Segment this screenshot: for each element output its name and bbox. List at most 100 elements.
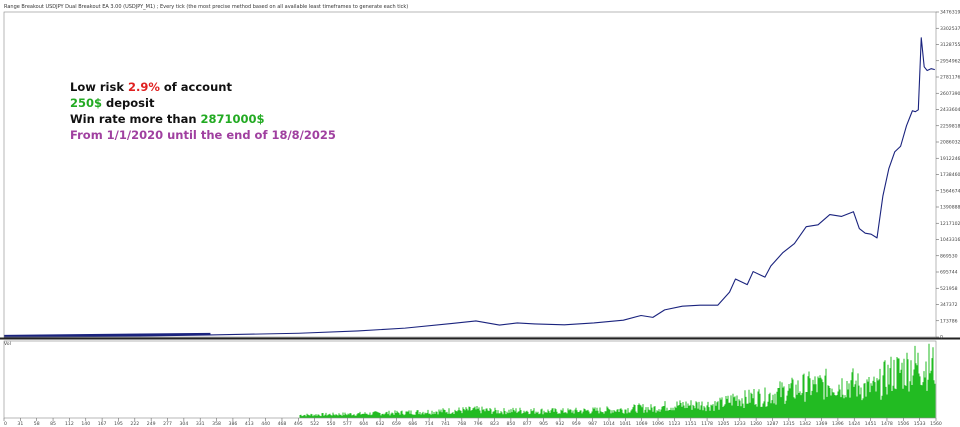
x-tick-label: 1205 — [718, 421, 730, 427]
x-tick-label: 1287 — [767, 421, 779, 427]
annotation-part: of account — [160, 80, 233, 94]
x-tick-label: 1369 — [816, 421, 828, 427]
y-tick-label: 1564674 — [940, 188, 960, 194]
y-tick-label: 1912246 — [940, 156, 960, 162]
y-tick-label: 1390888 — [940, 205, 960, 211]
y-tick-label: 1217102 — [940, 221, 960, 227]
x-tick-label: 1069 — [636, 421, 648, 427]
x-tick-label: 1560 — [930, 421, 942, 427]
y-tick-label: 2086032 — [940, 140, 960, 146]
x-tick-label: 386 — [229, 421, 238, 427]
x-tick-label: 959 — [572, 421, 581, 427]
x-tick-label: 1178 — [701, 421, 713, 427]
x-tick-label: 331 — [196, 421, 205, 427]
x-tick-label: 1478 — [881, 421, 893, 427]
x-tick-label: 741 — [441, 421, 450, 427]
annotation-part: 2.9% — [128, 80, 160, 94]
deposit-baseline — [3, 332, 211, 338]
y-tick-label: 3476319 — [940, 10, 960, 16]
balance-line — [3, 37, 935, 338]
volume-series — [299, 343, 936, 418]
annotation-part: From 1/1/2020 until the end of 18/8/2025 — [70, 128, 336, 142]
x-tick-label: 632 — [376, 421, 385, 427]
x-tick-label: 249 — [147, 421, 156, 427]
x-tick-label: 1096 — [652, 421, 664, 427]
y-tick-label: 695744 — [940, 270, 958, 276]
x-tick-label: 413 — [245, 421, 254, 427]
y-tick-label: 869530 — [940, 253, 958, 259]
y-tick-label: 3302537 — [940, 26, 960, 32]
x-tick-label: 686 — [408, 421, 417, 427]
volume-panel-frame — [3, 340, 937, 419]
x-tick-label: 604 — [359, 421, 368, 427]
x-tick-label: 1041 — [619, 421, 631, 427]
x-tick-label: 58 — [34, 421, 40, 427]
x-tick-label: 768 — [457, 421, 466, 427]
y-tick-label: 2607390 — [940, 91, 960, 97]
x-tick-label: 1396 — [832, 421, 844, 427]
y-tick-label: 173786 — [940, 318, 958, 324]
x-tick-label: 85 — [50, 421, 56, 427]
x-tick-label: 1533 — [914, 421, 926, 427]
x-tick-label: 522 — [310, 421, 319, 427]
x-tick-label: 796 — [474, 421, 483, 427]
y-tick-label: 1738460 — [940, 172, 960, 178]
x-tick-label: 987 — [588, 421, 597, 427]
annotation-line: Low risk 2.9% of account — [70, 80, 232, 94]
x-tick-label: 195 — [114, 421, 123, 427]
x-tick-label: 468 — [278, 421, 287, 427]
x-tick-label: 1260 — [750, 421, 762, 427]
x-tick-label: 222 — [130, 421, 139, 427]
y-tick-label: 1043316 — [940, 237, 960, 243]
x-tick-label: 1123 — [669, 421, 681, 427]
x-tick-label: 714 — [425, 421, 434, 427]
x-tick-label: 277 — [163, 421, 172, 427]
annotations: Low risk 2.9% of account 250$ deposit Win … — [70, 80, 336, 142]
annotation-line: Win rate more than 2871000$ — [70, 112, 265, 126]
annotation-part: deposit — [102, 96, 155, 110]
x-tick-label: 140 — [81, 421, 90, 427]
x-tick-label: 905 — [539, 421, 548, 427]
annotation-part: Win rate more than — [70, 112, 201, 126]
y-tick-label: 3128755 — [940, 42, 960, 48]
x-tick-label: 932 — [556, 421, 565, 427]
x-tick-label: 659 — [392, 421, 401, 427]
x-tick-label: 304 — [179, 421, 188, 427]
y-tick-label: 347372 — [940, 302, 958, 308]
y-tick-label: 521958 — [940, 286, 958, 292]
annotation-line: From 1/1/2020 until the end of 18/8/2025 — [70, 128, 336, 142]
x-tick-label: 850 — [506, 421, 515, 427]
x-tick-label: 1342 — [799, 421, 811, 427]
annotation-part: 250$ — [70, 96, 102, 110]
x-tick-label: 440 — [261, 421, 270, 427]
x-tick-label: 577 — [343, 421, 352, 427]
y-tick-label: 0 — [940, 335, 943, 341]
x-tick-label: 31 — [17, 421, 23, 427]
y-tick-label: 2259818 — [940, 123, 960, 129]
annotation-part: Low risk — [70, 80, 128, 94]
y-tick-label: 2954962 — [940, 58, 960, 64]
volume-bars — [299, 343, 936, 418]
y-axis: 3476319 3302537 3128755 2954962 2781176 26073… — [936, 10, 960, 341]
x-tick-label: 1424 — [848, 421, 860, 427]
volume-label: Vol — [4, 341, 11, 347]
x-tick-label: 1506 — [897, 421, 909, 427]
x-tick-label: 1315 — [783, 421, 795, 427]
x-tick-label: 823 — [490, 421, 499, 427]
y-tick-label: 2781176 — [940, 75, 960, 81]
annotation-part: 2871000$ — [201, 112, 265, 126]
x-tick-label: 550 — [327, 421, 336, 427]
x-tick-label: 358 — [212, 421, 221, 427]
y-tick-label: 2433604 — [940, 107, 960, 113]
annotation-line: 250$ deposit — [70, 96, 155, 110]
balance-series — [3, 37, 935, 338]
chart-header: Range Breakout USDJPY Dual Breakout EA 3… — [4, 4, 408, 10]
x-tick-label: 877 — [523, 421, 532, 427]
x-tick-label: 1151 — [685, 421, 697, 427]
x-tick-label: 0 — [4, 421, 7, 427]
x-tick-label: 1233 — [734, 421, 746, 427]
x-tick-label: 112 — [65, 421, 74, 427]
x-tick-label: 1451 — [865, 421, 877, 427]
x-tick-label: 495 — [294, 421, 303, 427]
